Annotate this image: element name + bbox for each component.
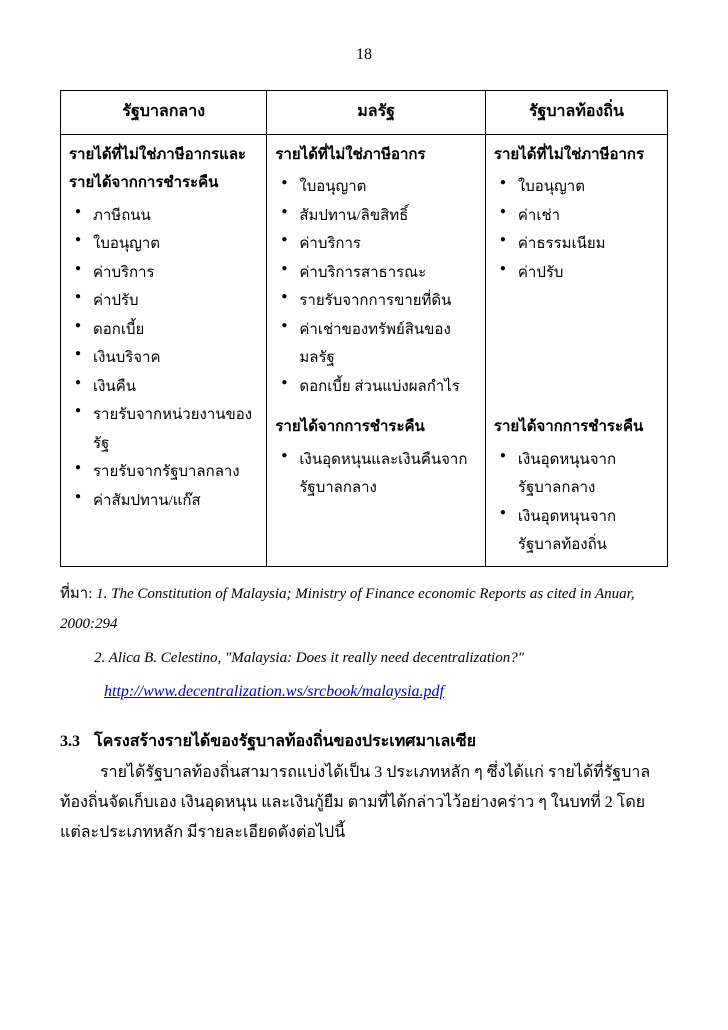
item-list: ใบอนุญาต ค่าเช่า ค่าธรรมเนียม ค่าปรับ <box>494 173 659 287</box>
list-item: สัมปทาน/ลิขสิทธิ์ <box>281 202 477 231</box>
item-list: เงินอุดหนุนและเงินคืนจากรัฐบาลกลาง <box>275 446 477 503</box>
section-number: 3.3 <box>60 727 90 757</box>
page-number: 18 <box>60 40 668 70</box>
list-item: ค่าธรรมเนียม <box>500 230 659 259</box>
list-item: ค่าเช่าของทรัพย์สินของมลรัฐ <box>281 316 477 373</box>
list-item: ใบอนุญาต <box>281 173 477 202</box>
header-central: รัฐบาลกลาง <box>61 91 267 134</box>
cell-heading: รายได้จากการชำระคืน <box>494 413 659 442</box>
cell-state-1: รายได้ที่ไม่ใช่ภาษีอากร ใบอนุญาต สัมปทาน… <box>267 134 486 407</box>
cell-central: รายได้ที่ไม่ใช่ภาษีอากรและรายได้จากการชำ… <box>61 134 267 566</box>
cell-heading: รายได้ที่ไม่ใช่ภาษีอากร <box>275 141 477 170</box>
list-item: ภาษีถนน <box>75 202 258 231</box>
source-text-1: 1. The Constitution of Malaysia; Ministr… <box>60 586 635 632</box>
section-heading: 3.3 โครงสร้างรายได้ของรัฐบาลท้องถิ่นของป… <box>60 727 668 757</box>
list-item: ค่าเช่า <box>500 202 659 231</box>
list-item: รายรับจากรัฐบาลกลาง <box>75 458 258 487</box>
list-item: เงินบริจาค <box>75 344 258 373</box>
source-label: ที่มา: <box>60 586 92 602</box>
header-local: รัฐบาลท้องถิ่น <box>485 91 667 134</box>
item-list: ภาษีถนน ใบอนุญาต ค่าบริการ ค่าปรับ ดอกเบ… <box>69 202 258 516</box>
body-paragraph: ท้องถิ่นจัดเก็บเอง เงินอุดหนุน และเงินกู… <box>60 788 668 849</box>
list-item: เงินอุดหนุนและเงินคืนจากรัฐบาลกลาง <box>281 446 477 503</box>
source-line-2: 2. Alica B. Celestino, "Malaysia: Does i… <box>60 643 668 673</box>
item-list: ใบอนุญาต สัมปทาน/ลิขสิทธิ์ ค่าบริการ ค่า… <box>275 173 477 401</box>
section-title: โครงสร้างรายได้ของรัฐบาลท้องถิ่นของประเท… <box>94 733 476 750</box>
list-item: รายรับจากหน่วยงานของรัฐ <box>75 401 258 458</box>
list-item: ค่าปรับ <box>75 287 258 316</box>
list-item: ดอกเบี้ย <box>75 316 258 345</box>
body-paragraph: รายได้รัฐบาลท้องถิ่นสามารถแบ่งได้เป็น 3 … <box>60 758 668 788</box>
list-item: เงินอุดหนุนจากรัฐบาลกลาง <box>500 446 659 503</box>
list-item: ค่าบริการ <box>75 259 258 288</box>
revenue-table: รัฐบาลกลาง มลรัฐ รัฐบาลท้องถิ่น รายได้ที… <box>60 90 668 566</box>
list-item: ค่าปรับ <box>500 259 659 288</box>
cell-heading: รายได้ที่ไม่ใช่ภาษีอากรและรายได้จากการชำ… <box>69 141 258 198</box>
source-link[interactable]: http://www.decentralization.ws/srcbook/m… <box>60 677 668 707</box>
list-item: ค่าบริการสาธารณะ <box>281 259 477 288</box>
table-row: รายได้ที่ไม่ใช่ภาษีอากรและรายได้จากการชำ… <box>61 134 668 407</box>
cell-heading: รายได้จากการชำระคืน <box>275 413 477 442</box>
list-item: เงินคืน <box>75 373 258 402</box>
list-item: ค่าสัมปทาน/แก๊ส <box>75 487 258 516</box>
cell-local-1: รายได้ที่ไม่ใช่ภาษีอากร ใบอนุญาต ค่าเช่า… <box>485 134 667 407</box>
list-item: ดอกเบี้ย ส่วนแบ่งผลกำไร <box>281 373 477 402</box>
list-item: เงินอุดหนุนจากรัฐบาลท้องถิ่น <box>500 503 659 560</box>
list-item: ค่าบริการ <box>281 230 477 259</box>
cell-state-2: รายได้จากการชำระคืน เงินอุดหนุนและเงินคื… <box>267 407 486 566</box>
list-item: รายรับจากการขายที่ดิน <box>281 287 477 316</box>
item-list: เงินอุดหนุนจากรัฐบาลกลาง เงินอุดหนุนจากร… <box>494 446 659 560</box>
cell-heading: รายได้ที่ไม่ใช่ภาษีอากร <box>494 141 659 170</box>
list-item: ใบอนุญาต <box>500 173 659 202</box>
list-item: ใบอนุญาต <box>75 230 258 259</box>
source-line-1: ที่มา: 1. The Constitution of Malaysia; … <box>60 579 668 639</box>
header-state: มลรัฐ <box>267 91 486 134</box>
cell-local-2: รายได้จากการชำระคืน เงินอุดหนุนจากรัฐบาล… <box>485 407 667 566</box>
